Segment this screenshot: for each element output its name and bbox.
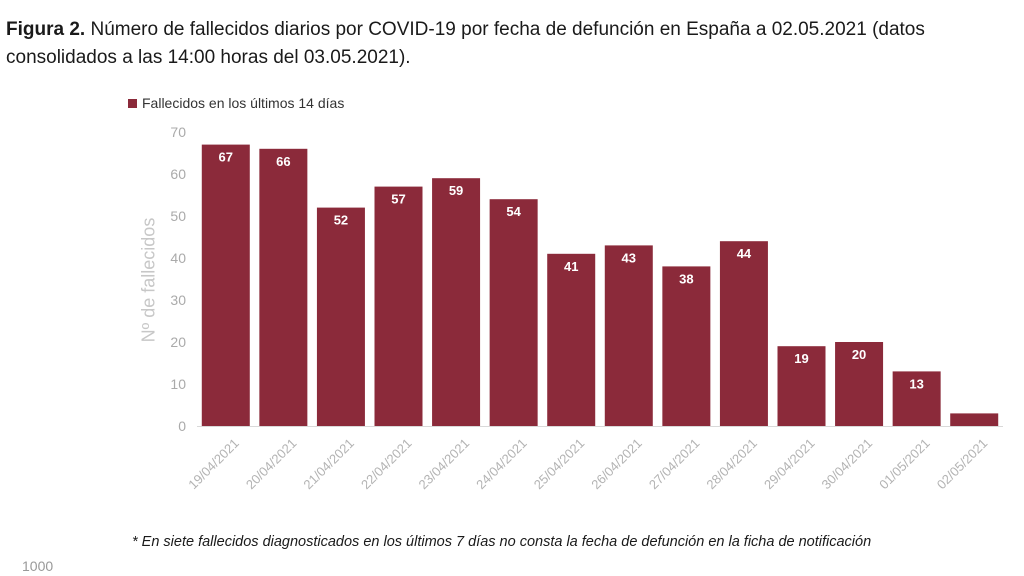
bar [662,266,711,426]
x-tick-label: 21/04/2021 [300,436,357,493]
data-label: 13 [909,376,923,391]
bar [374,186,423,426]
y-tick-label: 20 [170,334,186,350]
bar [259,148,308,427]
figure-title: Número de fallecidos diarios por COVID-1… [6,19,925,68]
y-tick-label: 10 [170,376,186,392]
y-tick-label: 70 [170,124,186,140]
bar [892,371,941,426]
y-tick-label: 60 [170,166,186,182]
data-label: 54 [506,204,521,219]
stray-axis-text: 1000 [22,558,54,574]
y-tick-label: 30 [170,292,186,308]
data-label: 66 [276,154,290,169]
x-tick-label: 01/05/2021 [876,436,933,493]
data-label: 19 [794,351,808,366]
footnote: * En siete fallecidos diagnosticados en … [132,534,872,550]
x-tick-label: 26/04/2021 [588,436,645,493]
bar [777,346,826,426]
data-label: 52 [334,213,348,228]
x-tick-label: 23/04/2021 [416,436,473,493]
y-tick-label: 0 [178,418,186,434]
data-label: 57 [391,192,405,207]
x-tick-label: 29/04/2021 [761,436,818,493]
legend-swatch [128,98,137,108]
data-label: 59 [449,183,463,198]
y-tick-label: 50 [170,208,186,224]
data-label: 67 [219,150,233,165]
data-label: 44 [737,246,752,261]
figure-number: Figura 2. [6,19,86,40]
figure-caption: Figura 2. Número de fallecidos diarios p… [6,16,1021,72]
data-label: 38 [679,271,693,286]
bar [835,342,884,426]
bar [547,253,596,426]
data-label: 43 [622,250,636,265]
x-tick-label: 28/04/2021 [703,436,760,493]
bar [950,413,999,426]
bar [201,144,250,426]
chart-legend: Fallecidos en los últimos 14 días [128,95,344,111]
x-tick-label: 27/04/2021 [646,436,703,493]
x-tick-label: 19/04/2021 [185,436,242,493]
x-tick-label: 24/04/2021 [473,436,530,493]
bar [489,199,538,426]
bar [432,178,481,426]
data-label: 20 [852,347,866,362]
x-tick-label: 02/05/2021 [934,436,991,493]
bar [604,245,653,426]
bar [316,207,365,426]
x-tick-label: 20/04/2021 [243,436,300,493]
data-label: 41 [564,259,578,274]
legend-label: Fallecidos en los últimos 14 días [142,95,345,111]
bar [719,241,768,426]
x-tick-label: 22/04/2021 [358,436,415,493]
x-tick-label: 25/04/2021 [531,436,588,493]
y-tick-label: 40 [170,250,186,266]
x-tick-label: 30/04/2021 [819,436,876,493]
